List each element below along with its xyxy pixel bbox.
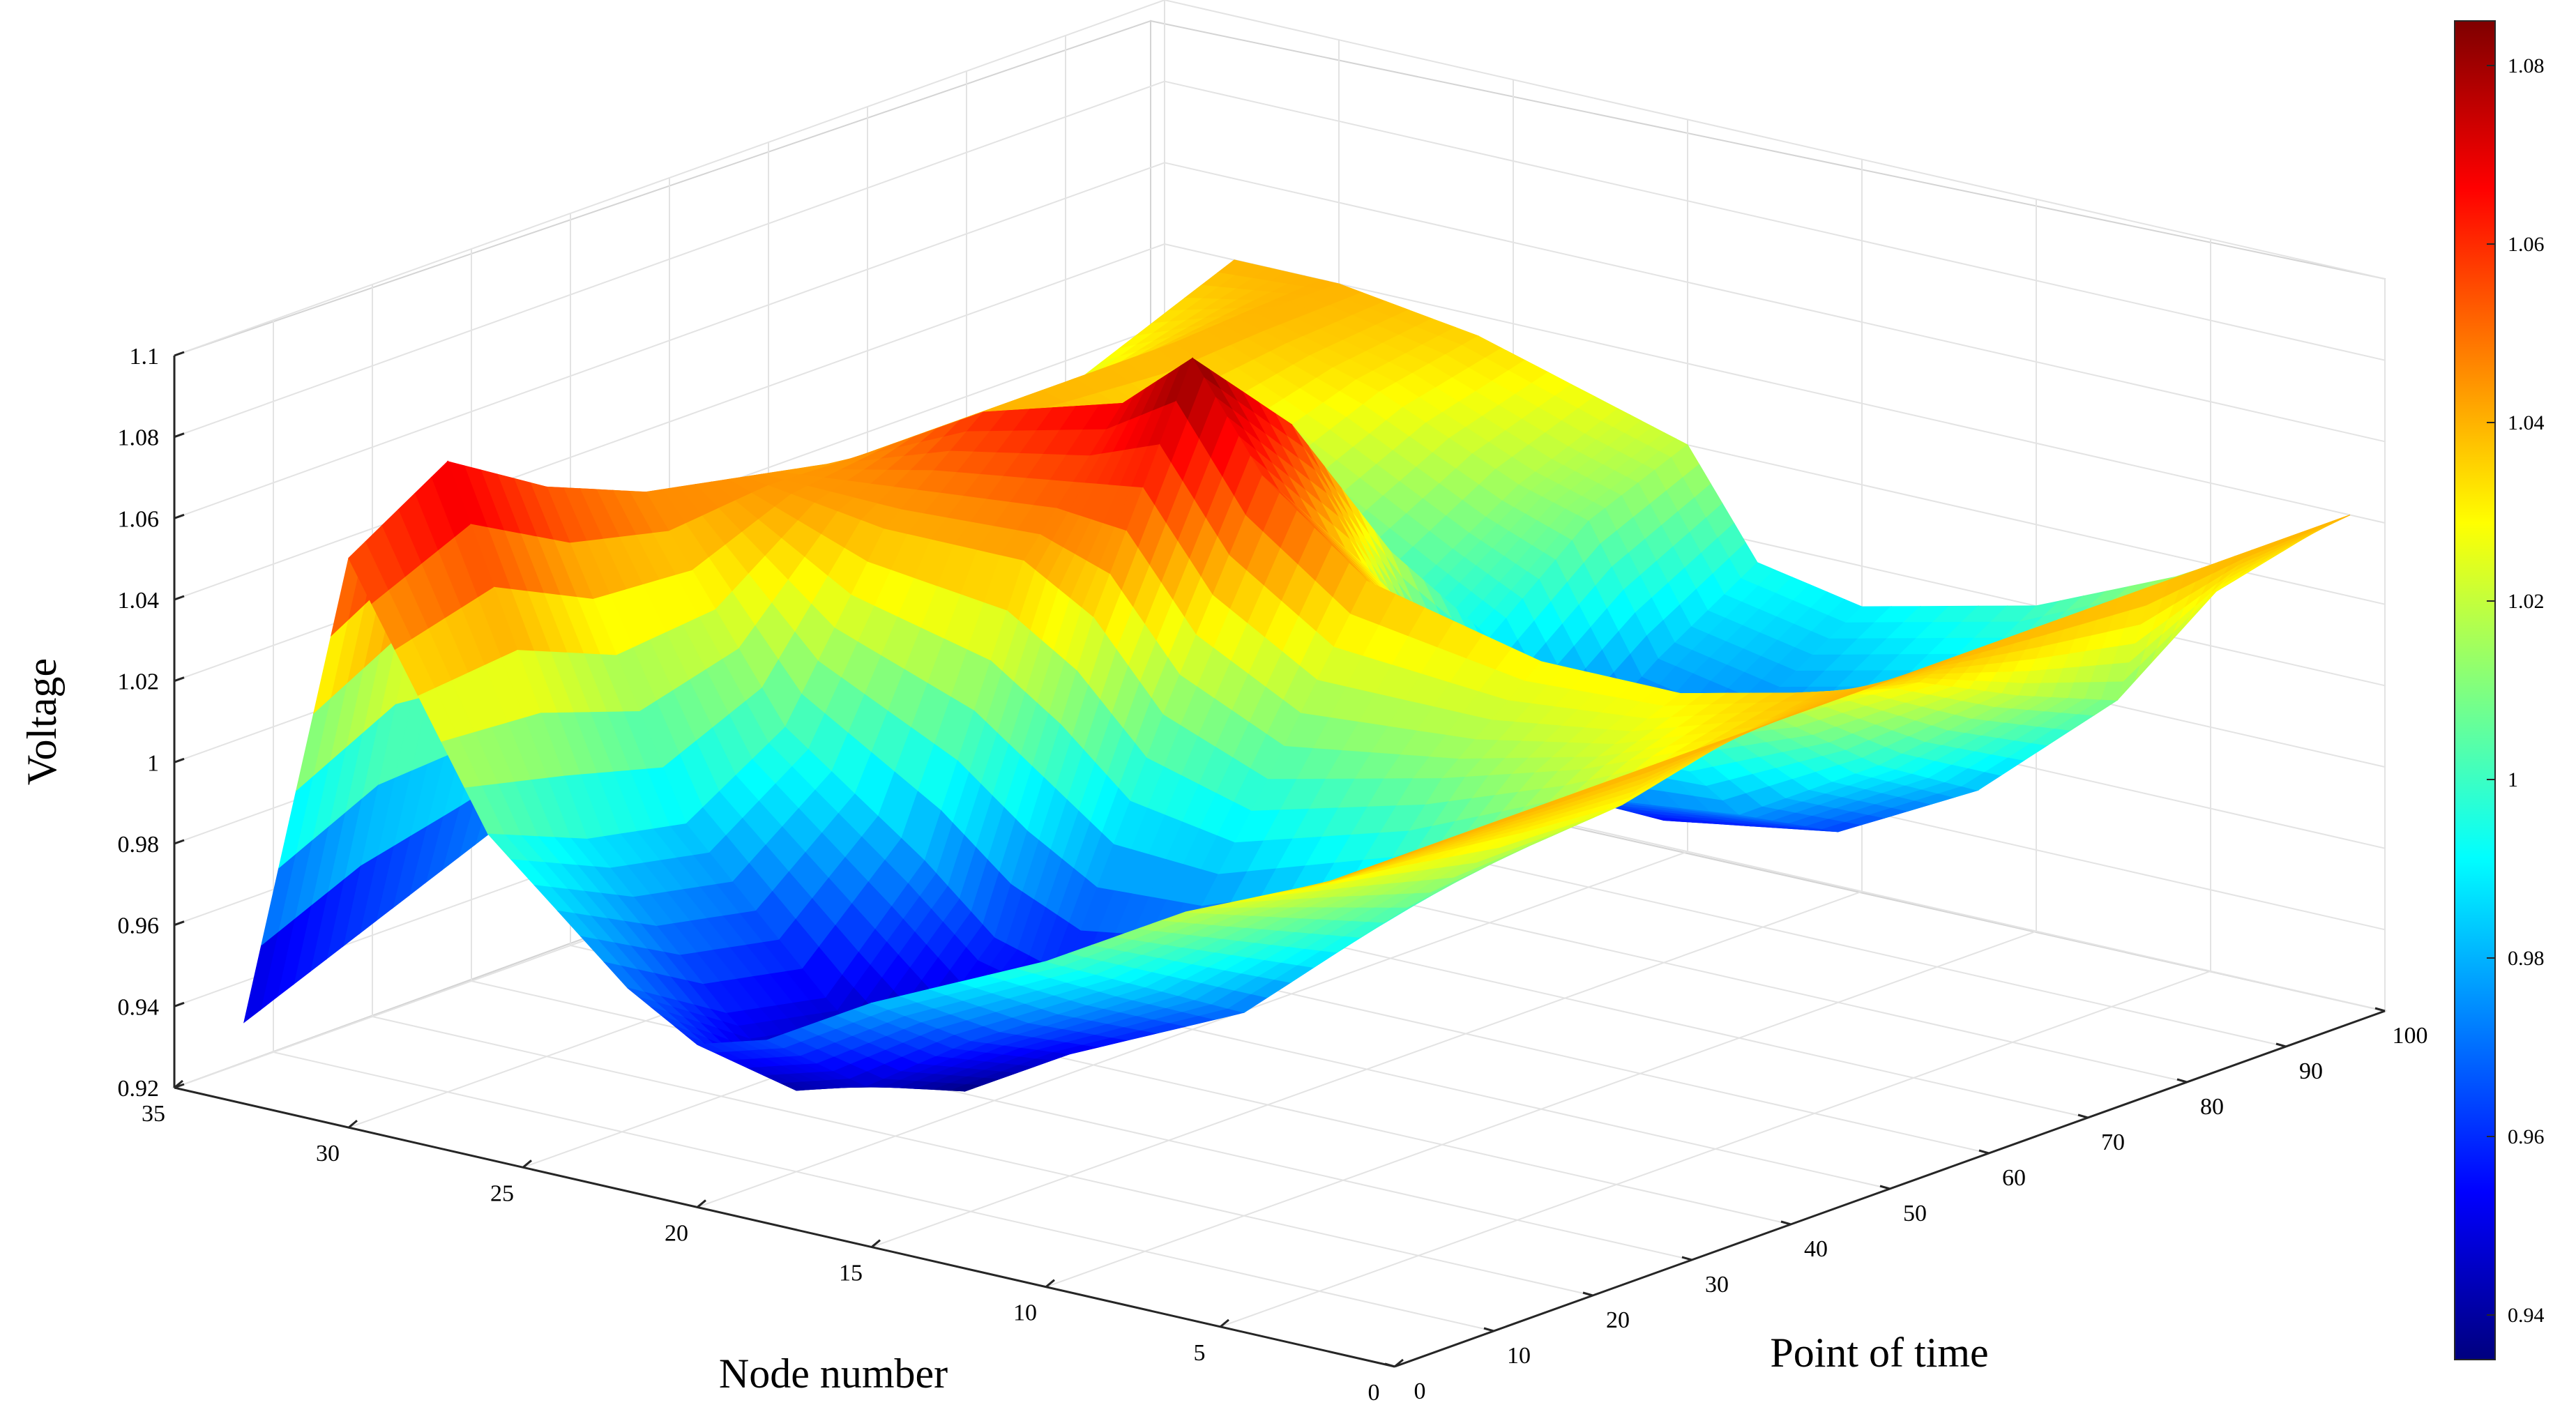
colorbar-tick-label: 1.02 (2508, 590, 2545, 613)
colorbar-tick-label: 1.06 (2508, 233, 2545, 256)
voltage-tick-mark (174, 432, 185, 439)
y-axis-line (174, 1086, 1395, 1368)
colorbar-tick-label: 0.96 (2508, 1125, 2545, 1148)
voltage-tick-mark (174, 351, 185, 357)
node-tick-mark (871, 1239, 881, 1248)
time-tick-mark (1384, 1362, 1395, 1368)
tick-labels: 0.92 0.94 0.96 0.98 1 1.02 1.04 1.06 1.08 1.1 0 5 10… (118, 344, 2428, 1406)
node-tick-label: 25 (490, 1180, 514, 1206)
grid-line-voltage-side (1164, 243, 2386, 524)
node-tick-mark (1045, 1279, 1055, 1288)
time-tick-mark (1879, 1185, 1891, 1190)
colorbar-gradient (2454, 20, 2496, 1360)
time-tick-mark (2374, 1007, 2386, 1012)
grid-line-node-floor (871, 890, 1863, 1248)
surface-patch (1354, 864, 1377, 874)
voltage-tick-mark (174, 595, 185, 601)
voltage-tick-mark (174, 513, 185, 519)
node-tick-label: 0 (1368, 1380, 1380, 1406)
grid-line-voltage-side (1164, 80, 2386, 361)
colorbar-tick-label: 1.04 (2508, 411, 2545, 434)
node-tick-label: 35 (142, 1101, 165, 1127)
colorbar-tick-label: 0.94 (2508, 1304, 2545, 1327)
time-tick-mark (2275, 1042, 2287, 1048)
grid-line-voltage-back (174, 162, 1165, 519)
node-tick-label: 15 (839, 1261, 863, 1286)
voltage-tick-mark (174, 676, 185, 683)
node-tick-mark (1220, 1318, 1229, 1328)
voltage-tick-label: 0.96 (118, 913, 160, 939)
time-tick-mark (1978, 1149, 1990, 1155)
voltage-tick-label: 1.04 (118, 588, 160, 614)
time-tick-label: 80 (2200, 1094, 2224, 1120)
grid-line-voltage-side (1164, 162, 2386, 443)
grid-line-voltage-back (174, 243, 1165, 600)
time-tick-label: 60 (2002, 1165, 2026, 1191)
voltage-tick-label: 1 (147, 750, 159, 776)
time-tick-mark (1582, 1291, 1593, 1297)
colorbar-tick-label: 1.08 (2508, 54, 2545, 77)
voltage-tick-label: 1.08 (118, 425, 160, 451)
voltage-tick-mark (174, 839, 185, 845)
node-tick-label: 5 (1194, 1340, 1206, 1366)
grid-line-node-floor (697, 851, 1688, 1208)
voltage-surface (243, 259, 2351, 1093)
node-tick-mark (697, 1199, 706, 1208)
time-tick-label: 70 (2101, 1130, 2125, 1155)
time-tick-label: 50 (1903, 1201, 1927, 1226)
voltage-tick-label: 1.1 (130, 344, 160, 370)
grid-line-voltage-back (174, 0, 1165, 356)
time-tick-label: 90 (2299, 1058, 2323, 1084)
colorbar-tick-label: 0.98 (2508, 947, 2545, 970)
node-tick-label: 20 (665, 1220, 688, 1246)
node-tick-mark (1394, 1358, 1404, 1368)
grid-line-node-floor (1045, 930, 2037, 1288)
node-tick-label: 10 (1013, 1300, 1037, 1326)
time-tick-mark (1483, 1327, 1494, 1332)
node-tick-mark (174, 1079, 183, 1089)
voltage-tick-label: 1.02 (118, 669, 160, 695)
time-tick-label: 10 (1507, 1343, 1531, 1369)
time-tick-label: 100 (2393, 1023, 2428, 1049)
grid-line-voltage-back (174, 80, 1165, 438)
grid-line-time-floor (372, 1016, 1593, 1296)
grid-line-node-floor (1220, 970, 2211, 1328)
surface-patch (2327, 515, 2351, 525)
voltage-tick-label: 0.98 (118, 832, 160, 858)
voltage-tick-mark (174, 1001, 185, 1008)
voltage-tick-mark (174, 757, 185, 763)
x-axis-title: Point of time (1770, 1330, 1988, 1376)
voltage-tick-label: 0.94 (118, 994, 160, 1020)
node-tick-label: 30 (316, 1141, 340, 1166)
time-tick-mark (2176, 1078, 2188, 1084)
time-tick-label: 30 (1705, 1272, 1729, 1298)
grid-line-voltage-side (1164, 0, 2386, 280)
colorbar-tick-label: 1 (2508, 768, 2518, 791)
grid-line-time-floor (273, 1051, 1494, 1332)
node-tick-mark (522, 1160, 532, 1169)
surface-patch (2310, 520, 2334, 531)
time-tick-mark (2077, 1113, 2089, 1119)
time-tick-label: 40 (1804, 1236, 1828, 1262)
node-tick-mark (348, 1119, 358, 1129)
colorbar: 0.94 0.96 0.98 1 1.02 1.04 1.06 1.08 (2454, 20, 2545, 1360)
voltage-tick-mark (174, 920, 185, 927)
time-tick-mark (1780, 1220, 1791, 1226)
time-tick-mark (1681, 1256, 1692, 1261)
time-tick-label: 0 (1414, 1378, 1426, 1404)
time-tick-label: 20 (1606, 1307, 1630, 1333)
y-axis-title: Node number (719, 1351, 948, 1397)
z-axis-title: Voltage (19, 658, 65, 785)
grid-line-time-floor (471, 980, 1692, 1261)
colorbar-ticks: 0.94 0.96 0.98 1 1.02 1.04 1.06 1.08 (2487, 54, 2545, 1327)
voltage-tick-label: 1.06 (118, 506, 160, 532)
voltage-tick-label: 0.92 (118, 1076, 160, 1102)
